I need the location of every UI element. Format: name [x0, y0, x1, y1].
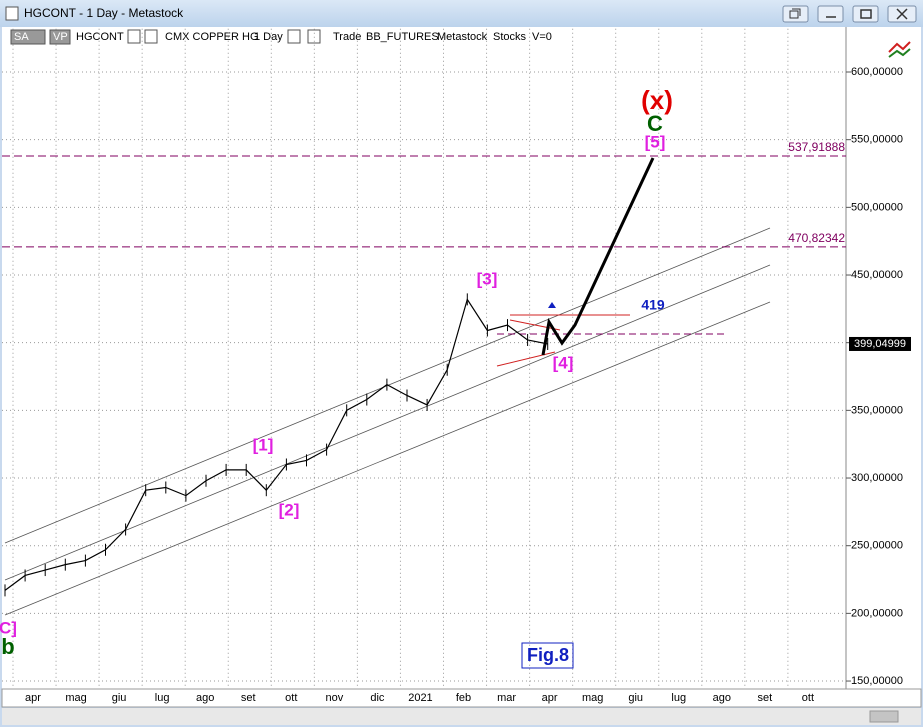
- y-tick-label: 300,00000: [851, 472, 903, 484]
- x-tick-label: dic: [370, 692, 385, 704]
- side-icon: [888, 41, 911, 58]
- fig-box: [521, 642, 574, 669]
- annotation: [5]: [645, 132, 666, 151]
- toolbar-item: Trade: [333, 31, 361, 43]
- y-tick-label: 500,00000: [851, 201, 903, 213]
- x-tick-label: ott: [285, 692, 297, 704]
- toolbar-button: [10, 29, 46, 45]
- price-line: [4, 297, 548, 591]
- last-price-label: 399,04999: [854, 338, 906, 350]
- toolbar-item: Stocks: [493, 31, 527, 43]
- x-axis-band: [1, 688, 922, 708]
- dropdown: [127, 29, 141, 44]
- x-tick-label: set: [241, 692, 256, 704]
- annotation: b: [1, 634, 14, 659]
- y-tick-label: 550,00000: [851, 134, 903, 146]
- toolbar-item: CMX COPPER HG: [165, 31, 259, 43]
- minimize-button[interactable]: [817, 5, 844, 23]
- annotation: [4]: [553, 353, 574, 372]
- x-tick-label: nov: [325, 692, 343, 704]
- x-tick-label: mag: [65, 692, 86, 704]
- maximize-button[interactable]: [852, 5, 879, 23]
- window-buttons[interactable]: [782, 5, 917, 23]
- app-icon: [5, 6, 19, 21]
- toolbar-button: [49, 29, 71, 45]
- annotation: (x): [641, 85, 673, 115]
- annotation: 419: [641, 297, 665, 313]
- scroll-thumb[interactable]: [869, 710, 899, 723]
- x-tick-label: mar: [497, 692, 516, 704]
- dropdown: [307, 29, 321, 44]
- up-arrow: [548, 302, 556, 308]
- y-tick-label: 450,00000: [851, 269, 903, 281]
- plot: 537,91888 470,82342 399,04999 (x)C[5] [3] [1]…: [0, 85, 911, 665]
- channel-lower: [4, 301, 771, 616]
- projection-path: [541, 157, 655, 356]
- x-tick-label: mag: [582, 692, 603, 704]
- x-tick-label: ago: [713, 692, 731, 704]
- scrollbar[interactable]: [2, 708, 921, 725]
- toolbar-item: V=0: [532, 31, 552, 43]
- x-tick-label: feb: [456, 692, 471, 704]
- y-tick-label: 250,00000: [851, 540, 903, 552]
- level-label: 470,82342: [788, 231, 845, 245]
- toolbar-item: VP: [53, 31, 68, 43]
- annotation: C: [647, 111, 663, 136]
- channel-middle: [4, 264, 771, 581]
- x-tick-label: lug: [155, 692, 170, 704]
- plot-background: [2, 27, 921, 689]
- dropdown: [287, 29, 301, 44]
- restore-button[interactable]: [782, 5, 809, 23]
- x-tick-label: 2021: [408, 692, 432, 704]
- y-tick-label: 350,00000: [851, 404, 903, 416]
- y-tick-label: 150,00000: [851, 675, 903, 687]
- toolbar-item: Metastock: [437, 31, 488, 43]
- toolbar-item: 1 Day: [254, 31, 283, 43]
- toolbar-item: SA: [14, 31, 29, 43]
- x-tick-label: lug: [671, 692, 686, 704]
- y-tick-label: 200,00000: [851, 607, 903, 619]
- level-label: 537,91888: [788, 140, 845, 154]
- toolbar: SA VP HGCONT CMX COPPER HG1 Day Trade BB_FUTU…: [10, 29, 552, 45]
- y-tick-label: 600,00000: [851, 66, 903, 78]
- annotation: [2]: [279, 500, 300, 519]
- last-price-box: [849, 336, 911, 351]
- x-tick-label: ott: [802, 692, 814, 704]
- annotation: C]: [0, 618, 17, 637]
- dropdown: [144, 29, 158, 44]
- x-tick-label: giu: [112, 692, 127, 704]
- window-title: HGCONT - 1 Day - Metastock: [24, 6, 184, 20]
- title-bar: [0, 0, 923, 27]
- toolbar-item: BB_FUTURES: [366, 31, 439, 43]
- toolbar-item: HGCONT: [76, 31, 124, 43]
- annotation: [1]: [253, 435, 274, 454]
- triangle-lower: [496, 351, 556, 367]
- grid: 150,00000 200,00000 250,00000 300,00000 350,…: [2, 28, 903, 704]
- x-tick-label: set: [758, 692, 773, 704]
- x-tick-label: apr: [25, 692, 41, 704]
- x-tick-label: apr: [542, 692, 558, 704]
- annotation: [3]: [477, 269, 498, 288]
- x-tick-label: ago: [196, 692, 214, 704]
- annotation: Fig.8: [527, 645, 569, 665]
- x-tick-label: giu: [628, 692, 643, 704]
